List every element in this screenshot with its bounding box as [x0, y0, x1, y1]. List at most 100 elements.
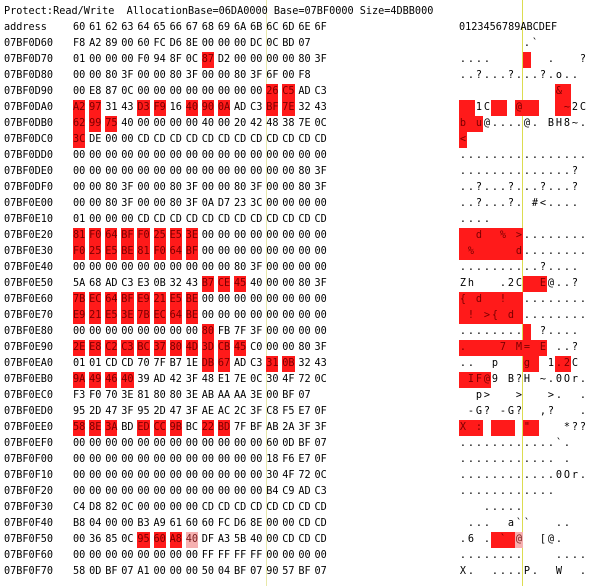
- hex-byte[interactable]: F0: [137, 54, 150, 65]
- hex-byte[interactable]: 3F: [314, 422, 327, 433]
- hex-byte[interactable]: 00: [89, 166, 102, 177]
- hex-byte[interactable]: 01: [73, 214, 86, 225]
- hex-byte[interactable]: 00: [217, 38, 231, 49]
- hex-byte[interactable]: 00: [185, 118, 198, 129]
- hex-byte[interactable]: BC: [137, 340, 150, 356]
- hex-byte[interactable]: 00: [282, 166, 295, 177]
- hex-byte[interactable]: FF: [201, 550, 215, 561]
- hex-byte[interactable]: 00: [266, 54, 279, 65]
- hex-byte[interactable]: 00: [89, 438, 102, 449]
- hex-byte[interactable]: 00: [153, 566, 166, 577]
- hex-byte[interactable]: 00: [266, 230, 279, 241]
- hex-byte[interactable]: 26: [266, 84, 279, 100]
- hex-byte[interactable]: 40: [250, 278, 263, 289]
- hex-byte[interactable]: 00: [153, 438, 166, 449]
- hex-byte[interactable]: 00: [153, 470, 166, 481]
- hex-byte[interactable]: 7F: [234, 326, 247, 337]
- hex-byte[interactable]: 00: [89, 70, 102, 81]
- hex-byte[interactable]: 00: [105, 166, 118, 177]
- hex-byte[interactable]: C4: [73, 502, 86, 513]
- hex-byte[interactable]: 64: [105, 292, 118, 308]
- hex-byte[interactable]: 0C: [185, 54, 198, 65]
- hex-byte[interactable]: 3D: [201, 340, 215, 356]
- hex-byte[interactable]: 00: [153, 486, 166, 497]
- hex-byte[interactable]: 00: [185, 86, 198, 97]
- hex-byte[interactable]: 00: [314, 326, 327, 337]
- hex-byte[interactable]: ED: [137, 420, 150, 436]
- hex-byte[interactable]: AB: [201, 390, 215, 401]
- hex-row[interactable]: 07BF0F30 C4 D8 82 0C 00 00 00 00 CD CD CD CD CD CD CD CD…: [0, 500, 603, 516]
- hex-byte[interactable]: C3: [121, 340, 134, 356]
- hex-byte[interactable]: 43: [121, 102, 134, 113]
- hex-byte[interactable]: 00: [121, 38, 134, 49]
- hex-row[interactable]: 07BF0ED0 95 2D 47 3F 95 2D 47 3F AE AC 2C 3F C8 F5 E7 0F…: [0, 404, 603, 420]
- hex-byte[interactable]: 0C: [121, 534, 134, 545]
- hex-byte[interactable]: 0C: [314, 374, 327, 385]
- hex-row[interactable]: 07BF0D90 00 E8 87 0C 00 00 00 00 00 00 00 00 26 C5 AD C3…: [0, 84, 603, 100]
- hex-byte[interactable]: CD: [137, 214, 150, 225]
- hex-byte[interactable]: 3F: [185, 374, 198, 385]
- hex-byte[interactable]: 00: [105, 550, 118, 561]
- hex-byte[interactable]: 00: [201, 470, 215, 481]
- hex-byte[interactable]: 00: [169, 86, 182, 97]
- hex-byte[interactable]: 3E: [121, 308, 134, 324]
- hex-byte[interactable]: 00: [89, 150, 102, 161]
- hex-byte[interactable]: 42: [169, 374, 182, 385]
- hex-byte[interactable]: 80: [153, 390, 166, 401]
- hex-byte[interactable]: 00: [121, 214, 134, 225]
- hex-byte[interactable]: CD: [201, 214, 215, 225]
- hex-byte[interactable]: 0A: [217, 100, 231, 116]
- hex-byte[interactable]: 4F: [282, 470, 295, 481]
- hex-byte[interactable]: 00: [234, 438, 247, 449]
- hex-byte[interactable]: 00: [185, 326, 198, 337]
- hex-byte[interactable]: 00: [314, 246, 327, 257]
- hex-byte[interactable]: 00: [217, 150, 231, 161]
- hex-byte[interactable]: 00: [282, 70, 295, 81]
- hex-byte[interactable]: AD: [234, 358, 247, 369]
- hex-byte[interactable]: 99: [89, 116, 102, 132]
- hex-byte[interactable]: 00: [266, 534, 279, 545]
- hex-byte[interactable]: 00: [137, 486, 150, 497]
- hex-byte[interactable]: 80: [169, 70, 182, 81]
- hex-byte[interactable]: 5B: [234, 534, 247, 545]
- hex-byte[interactable]: 64: [105, 228, 118, 244]
- hex-byte[interactable]: E3: [137, 278, 150, 289]
- hex-byte[interactable]: CD: [169, 134, 182, 145]
- hex-byte[interactable]: 00: [121, 470, 134, 481]
- hex-byte[interactable]: 07: [298, 390, 311, 401]
- hex-byte[interactable]: 00: [234, 150, 247, 161]
- hex-byte[interactable]: CD: [282, 502, 295, 513]
- hex-byte[interactable]: 00: [250, 310, 263, 321]
- hex-byte[interactable]: 00: [298, 310, 311, 321]
- hex-row[interactable]: 07BF0DA0 A2 97 31 43 D3 F9 16 40 90 0A AD C3 BF 7E 32 43…: [0, 100, 603, 116]
- hex-byte[interactable]: 87: [105, 86, 118, 97]
- hex-byte[interactable]: 00: [185, 262, 198, 273]
- hex-row[interactable]: 07BF0D80 00 00 80 3F 00 00 80 3F 00 00 80 3F 6F 00 F8..…: [0, 68, 603, 84]
- hex-byte[interactable]: 00: [153, 326, 166, 337]
- hex-byte[interactable]: 61: [169, 518, 182, 529]
- hex-byte[interactable]: CD: [298, 214, 311, 225]
- hex-byte[interactable]: 8E: [185, 38, 198, 49]
- hex-byte[interactable]: 0B: [153, 278, 166, 289]
- hex-byte[interactable]: 25: [153, 228, 166, 244]
- hex-byte[interactable]: 00: [137, 86, 150, 97]
- hex-byte[interactable]: 60: [266, 438, 279, 449]
- hex-byte[interactable]: E5: [169, 292, 182, 308]
- hex-byte[interactable]: 80: [298, 278, 311, 289]
- hex-byte[interactable]: DE: [89, 134, 102, 145]
- hex-row[interactable]: 07BF0DB0 62 99 75 40 00 00 00 00 40 00 20 42 48 38 7E 0C…: [0, 116, 603, 132]
- hex-byte[interactable]: 00: [121, 550, 134, 561]
- hex-row[interactable]: 07BF0F70 58 0D BF 07 A1 00 00 00 50 04 BF 07 90 57 BF 07…: [0, 564, 603, 580]
- hex-byte[interactable]: 00: [121, 134, 134, 145]
- hex-byte[interactable]: 39: [137, 374, 150, 385]
- hex-byte[interactable]: 00: [314, 150, 327, 161]
- hex-byte[interactable]: 00: [73, 166, 86, 177]
- hex-byte[interactable]: 00: [234, 454, 247, 465]
- hex-row[interactable]: 07BF0D70 01 00 00 00 F0 94 8F 0C 87 D2 00 00 00 00 80 3F…: [0, 52, 603, 68]
- hex-byte[interactable]: 00: [250, 230, 263, 241]
- hex-byte[interactable]: 00: [105, 454, 118, 465]
- hex-byte[interactable]: 00: [121, 438, 134, 449]
- hex-byte[interactable]: 00: [266, 246, 279, 257]
- hex-byte[interactable]: 7B: [73, 292, 86, 308]
- hex-byte[interactable]: 00: [137, 198, 150, 209]
